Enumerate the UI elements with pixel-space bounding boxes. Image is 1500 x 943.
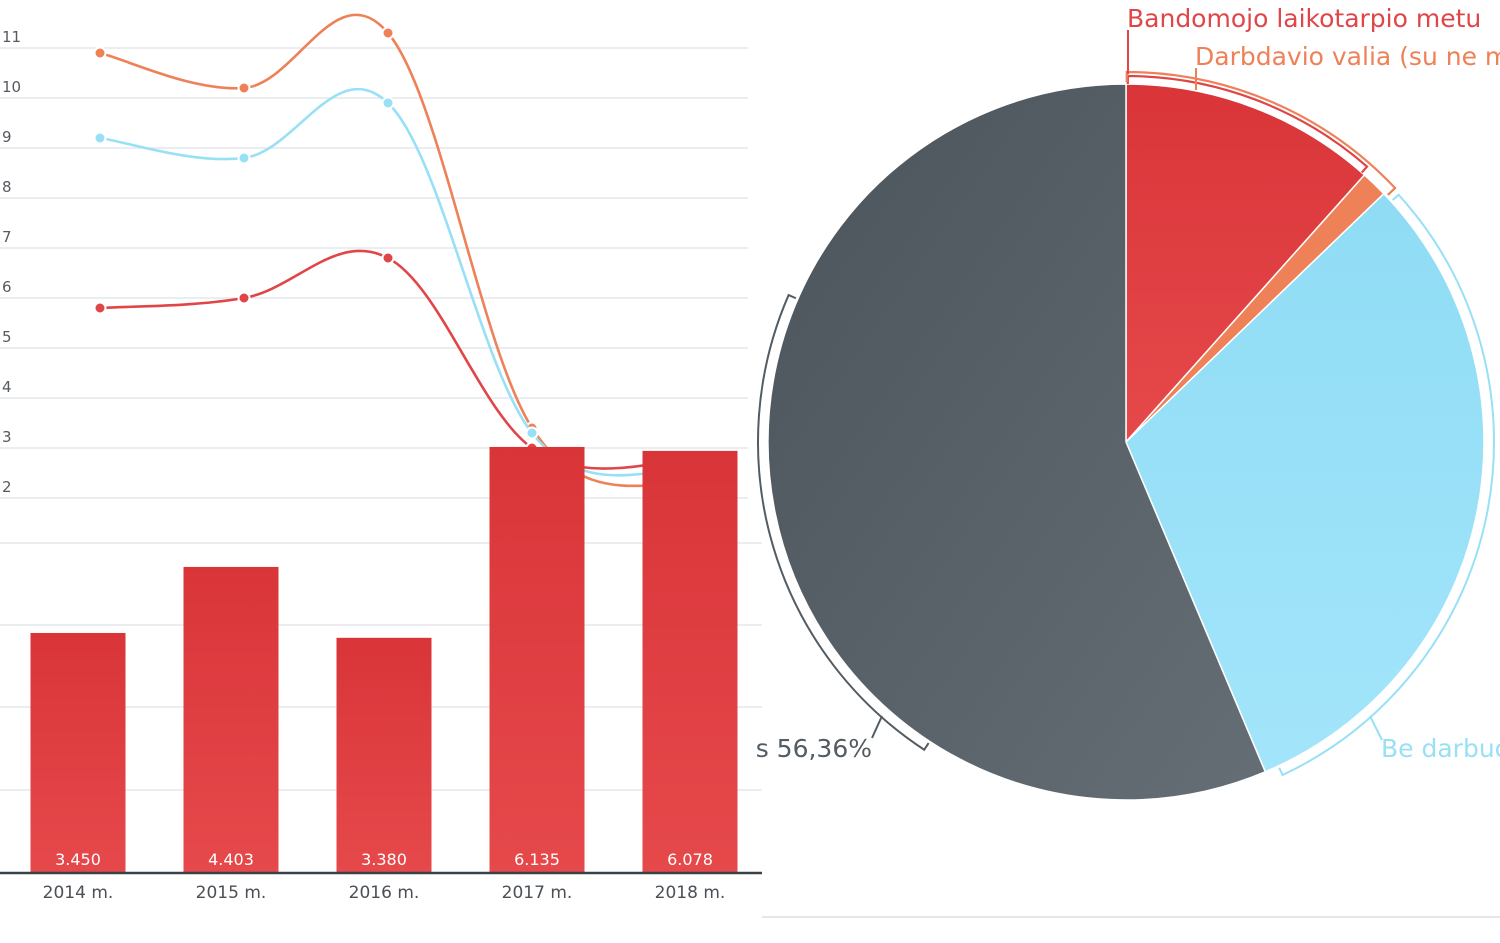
- series-line-red: [99, 249, 677, 470]
- x-category-label: 2015 m.: [196, 883, 267, 903]
- series-point-red[interactable]: [381, 251, 395, 265]
- bar[interactable]: [489, 446, 585, 872]
- pie-label-bracket: [1125, 70, 1397, 196]
- series-point-lightblue[interactable]: [237, 151, 251, 165]
- pie-slice[interactable]: [767, 83, 1267, 801]
- series-point-red[interactable]: [237, 291, 251, 305]
- bar-value-label: 3.450: [55, 850, 101, 869]
- y-tick-label: 10: [2, 78, 21, 96]
- y-tick-label: 8: [2, 178, 12, 196]
- series-line-orange: [99, 13, 677, 490]
- pie-connector: [1369, 715, 1383, 741]
- pie-label-bracket: [1126, 74, 1369, 174]
- y-tick-label: 4: [2, 378, 12, 396]
- y-tick-label: 11: [2, 28, 21, 46]
- pie-connector: [871, 715, 883, 739]
- line-chart: 2 3 4 5 6 7 8 9 10 11: [0, 13, 748, 499]
- bar-value-label: 4.403: [208, 850, 254, 869]
- series-point-orange[interactable]: [237, 81, 251, 95]
- bar-value-label: 6.135: [514, 850, 560, 869]
- bar-value-label: 6.078: [667, 850, 713, 869]
- pie-label-bracket: [1278, 193, 1496, 777]
- bar-value-label: 3.380: [361, 850, 407, 869]
- series-point-lightblue[interactable]: [525, 426, 539, 440]
- series-point-orange[interactable]: [381, 26, 395, 40]
- y-tick-label: 6: [2, 278, 12, 296]
- pie-chart: Bandomojo laikotarpio metu Darbdavio vali…: [756, 4, 1500, 801]
- pie-slice-label: s 56,36%: [756, 734, 872, 763]
- y-tick-label: 3: [2, 428, 12, 446]
- y-tick-label: 7: [2, 228, 12, 246]
- series-point-orange[interactable]: [93, 46, 107, 60]
- y-tick-label: 2: [2, 478, 12, 496]
- x-category-label: 2014 m.: [43, 883, 114, 903]
- pie-slice[interactable]: [1125, 83, 1366, 444]
- series-point-lightblue[interactable]: [93, 131, 107, 145]
- y-tick-label: 5: [2, 328, 12, 346]
- series-point-lightblue[interactable]: [381, 96, 395, 110]
- bar[interactable]: [30, 632, 126, 872]
- series-line-lightblue: [99, 87, 677, 477]
- x-category-label: 2017 m.: [502, 883, 573, 903]
- pie-slice-label: Darbdavio valia (su ne m: [1195, 42, 1500, 71]
- pie-slice[interactable]: [1125, 192, 1485, 773]
- x-category-label: 2018 m.: [655, 883, 726, 903]
- series-point-red[interactable]: [93, 301, 107, 315]
- x-category-label: 2016 m.: [349, 883, 420, 903]
- y-tick-label: 9: [2, 128, 12, 146]
- pie-label-bracket: [757, 293, 930, 752]
- pie-slice-label: Bandomojo laikotarpio metu: [1127, 4, 1481, 33]
- bar[interactable]: [642, 450, 738, 872]
- pie-slice-label: Be darbuo: [1381, 734, 1500, 763]
- bar[interactable]: [336, 637, 432, 872]
- bar-chart: 3.450 2014 m. 4.403 2015 m. 3.380 2016 m. 6.13…: [0, 446, 1500, 918]
- bar[interactable]: [183, 566, 279, 872]
